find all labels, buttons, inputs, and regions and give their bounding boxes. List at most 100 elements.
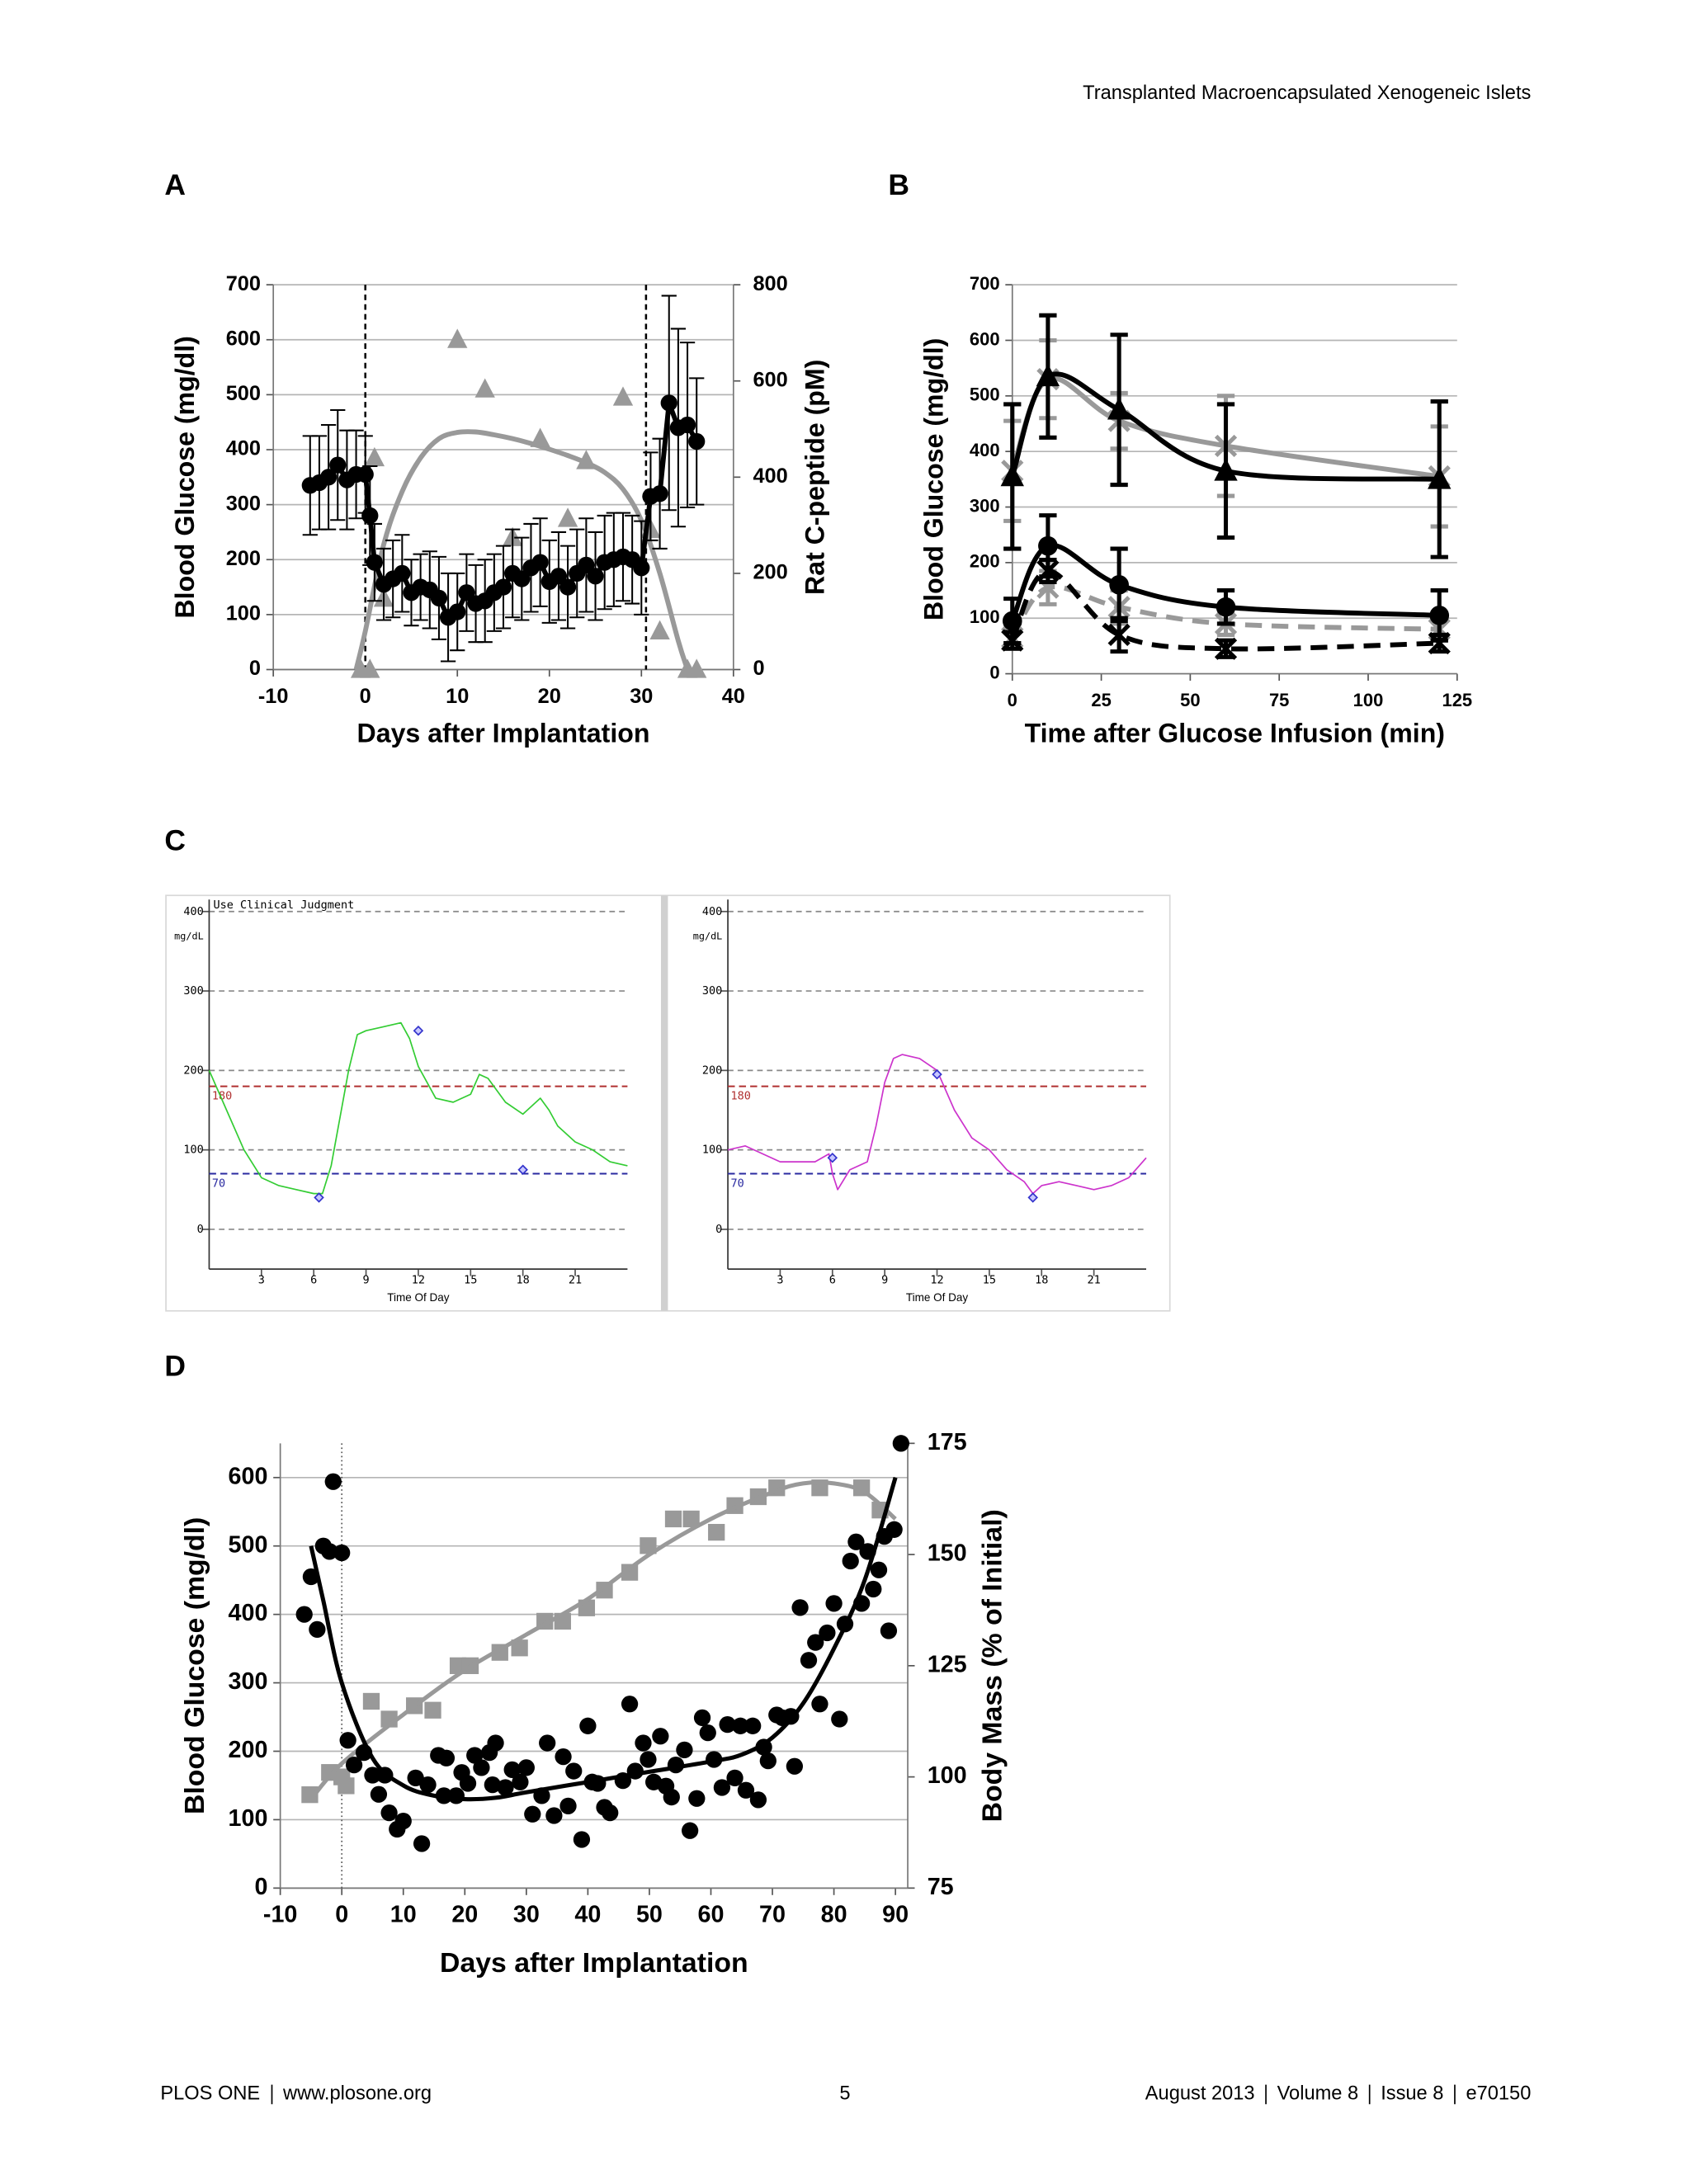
y-tick-label: 500 [229,1531,268,1558]
data-point [640,1537,657,1554]
data-point [885,1521,903,1538]
x-tick-label: 125 [1442,690,1472,710]
data-point [474,378,495,398]
x-tick-label: 25 [1091,690,1111,710]
y2-tick-label: 125 [928,1651,967,1677]
y2-tick-label: 600 [753,368,787,391]
cgm-divider [660,895,668,1311]
data-point [466,1747,484,1764]
series-line [1010,568,1440,652]
data-point [819,1624,836,1642]
data-point [484,1776,501,1794]
data-point [557,507,578,527]
x-tick-label: 12 [930,1274,943,1287]
y-tick-label: 300 [970,495,1000,516]
y-tick-label: 100 [183,1144,203,1157]
y2-tick-label: 0 [753,657,764,680]
y-tick-label: 500 [226,382,261,405]
data-point [530,427,550,447]
data-point [759,1752,777,1770]
data-point [419,1776,437,1794]
y-axis-label: Blood Glucose (mg/dl) [918,338,948,620]
y-tick-label: 400 [226,437,261,460]
data-point [1428,466,1452,489]
x-tick-label: 40 [722,685,745,708]
data-point [512,1773,529,1790]
data-point [1000,464,1024,487]
x-tick-label: 70 [759,1902,786,1928]
data-point [865,1580,882,1598]
series-line [309,1479,897,1801]
y-tick-label: 100 [702,1144,722,1157]
data-point [807,1634,824,1651]
data-point [719,1716,736,1734]
x-tick-label: 9 [362,1274,369,1287]
y2-tick-label: 75 [928,1874,954,1900]
y-axis-label: Blood Glucose (mg/dl) [170,336,200,618]
data-point [578,556,595,574]
data-point [511,1639,528,1657]
data-point [524,1805,541,1823]
data-point [635,1734,652,1752]
data-point [517,1759,535,1776]
data-point [678,416,696,434]
running-title: Transplanted Macroencapsulated Xenogenei… [1083,83,1531,104]
y-tick-label: 200 [183,1064,203,1077]
data-point [651,485,668,502]
data-point [424,1701,441,1719]
y2-axis-label: Body Mass (% of Initial) [977,1509,1008,1822]
data-point [366,554,384,571]
y-tick-label: 0 [254,1874,267,1900]
panel-label: A [164,168,186,201]
x-tick-label: 10 [446,685,469,708]
data-point [447,328,468,348]
footer-article: e70150 [1466,2083,1531,2105]
y-tick-label: 100 [229,1805,268,1832]
y-axis-label: Blood Glucose (mg/dl) [179,1517,210,1814]
x-tick-label: 100 [1353,690,1384,710]
x-axis-label: Days after Implantation [440,1947,748,1979]
series-line [727,1054,1147,1195]
data-point [497,1779,514,1796]
data-point [640,1751,657,1768]
data-point [314,1192,324,1203]
x-tick-label: 18 [517,1274,530,1287]
data-point [1027,1192,1038,1203]
x-tick-label: 21 [569,1274,582,1287]
x-tick-label: 50 [1180,690,1200,710]
y2-axis-label: Rat C-peptide (pM) [800,360,830,595]
data-point [370,1785,388,1803]
data-point [356,465,374,483]
data-point [664,1510,682,1528]
data-point [1109,574,1129,595]
x-tick-label: 30 [630,685,653,708]
data-point [847,1533,865,1550]
data-point [870,1561,888,1578]
data-point [880,1622,898,1639]
x-tick-label: 30 [513,1902,540,1928]
x-tick-label: 0 [1008,690,1017,710]
y-tick-label: 0 [197,1223,204,1236]
data-point [394,1812,412,1830]
x-tick-label: 3 [258,1274,265,1287]
data-point [687,658,707,678]
data-point [413,1835,431,1852]
data-point [831,1710,848,1728]
data-point [602,1804,619,1822]
data-point [932,1068,942,1080]
data-point [713,1779,731,1796]
y-tick-label: 200 [970,551,1000,572]
x-axis-label: Time Of Day [906,1291,969,1304]
data-point [791,1599,809,1616]
data-point [487,1734,504,1752]
data-point [503,1761,521,1779]
data-point [688,1790,706,1807]
y-tick-label: 100 [970,606,1000,627]
data-point [1107,397,1131,420]
y-tick-label: 400 [229,1600,268,1626]
x-tick-label: 12 [412,1274,425,1287]
data-point [407,1769,424,1786]
x-tick-label: -10 [258,685,289,708]
y-tick-label: 300 [229,1668,268,1695]
